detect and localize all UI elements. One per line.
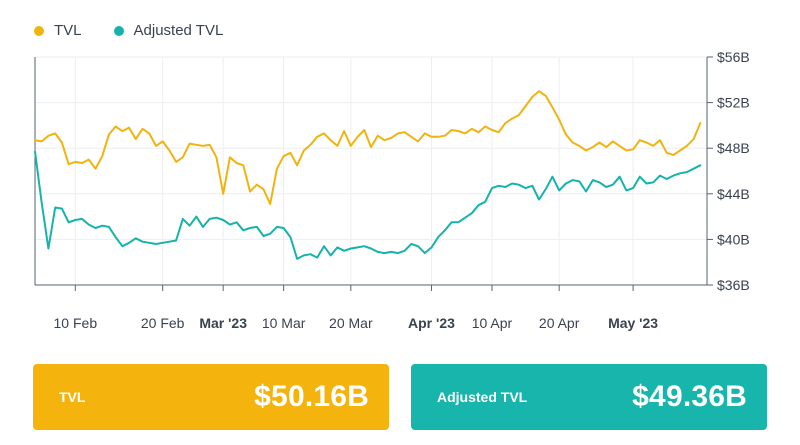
legend-item-adjusted-tvl[interactable]: Adjusted TVL — [113, 22, 224, 39]
x-tick-label: May '23 — [608, 315, 658, 331]
tvl-card-value: $50.16B — [254, 380, 369, 413]
adjusted-tvl-card-value: $49.36B — [632, 380, 747, 413]
adjusted-tvl-card-label: Adjusted TVL — [437, 389, 528, 405]
y-tick-label: $48B — [717, 140, 750, 156]
legend-label-adjusted-tvl: Adjusted TVL — [133, 22, 224, 39]
tvl-line-chart: $56B $52B $48B $44B $40B $36B 10 Feb 20 Feb Mar … — [34, 49, 750, 331]
chart-legend: TVL Adjusted TVL — [34, 22, 223, 39]
x-tick-label: 20 Apr — [539, 315, 580, 331]
y-tick-label: $44B — [717, 186, 750, 202]
x-tick-label: Apr '23 — [408, 315, 455, 331]
y-tick-label: $36B — [717, 277, 750, 293]
y-tick-label: $52B — [717, 95, 750, 111]
legend-dot-adjusted-tvl — [113, 25, 124, 36]
x-tick-label: 10 Mar — [262, 315, 306, 331]
x-tick-label: Mar '23 — [199, 315, 247, 331]
series-line-tvl — [34, 90, 702, 206]
legend-dot-tvl — [34, 25, 44, 36]
tvl-card: TVL $50.16B — [33, 364, 389, 430]
x-tick-label: 20 Mar — [329, 315, 373, 331]
series-line-adjusted-tvl — [34, 150, 702, 260]
y-tick-label: $40B — [717, 231, 750, 247]
legend-label-tvl: TVL — [54, 22, 82, 39]
x-tick-label: 10 Feb — [54, 315, 98, 331]
tvl-card-label: TVL — [59, 389, 86, 405]
summary-cards: TVL $50.16B Adjusted TVL $49.36B — [33, 364, 767, 430]
x-tick-label: 20 Feb — [141, 315, 185, 331]
legend-item-tvl[interactable]: TVL — [34, 22, 82, 39]
y-tick-label: $56B — [717, 49, 750, 65]
x-tick-label: 10 Apr — [472, 315, 513, 331]
adjusted-tvl-card: Adjusted TVL $49.36B — [411, 364, 767, 430]
